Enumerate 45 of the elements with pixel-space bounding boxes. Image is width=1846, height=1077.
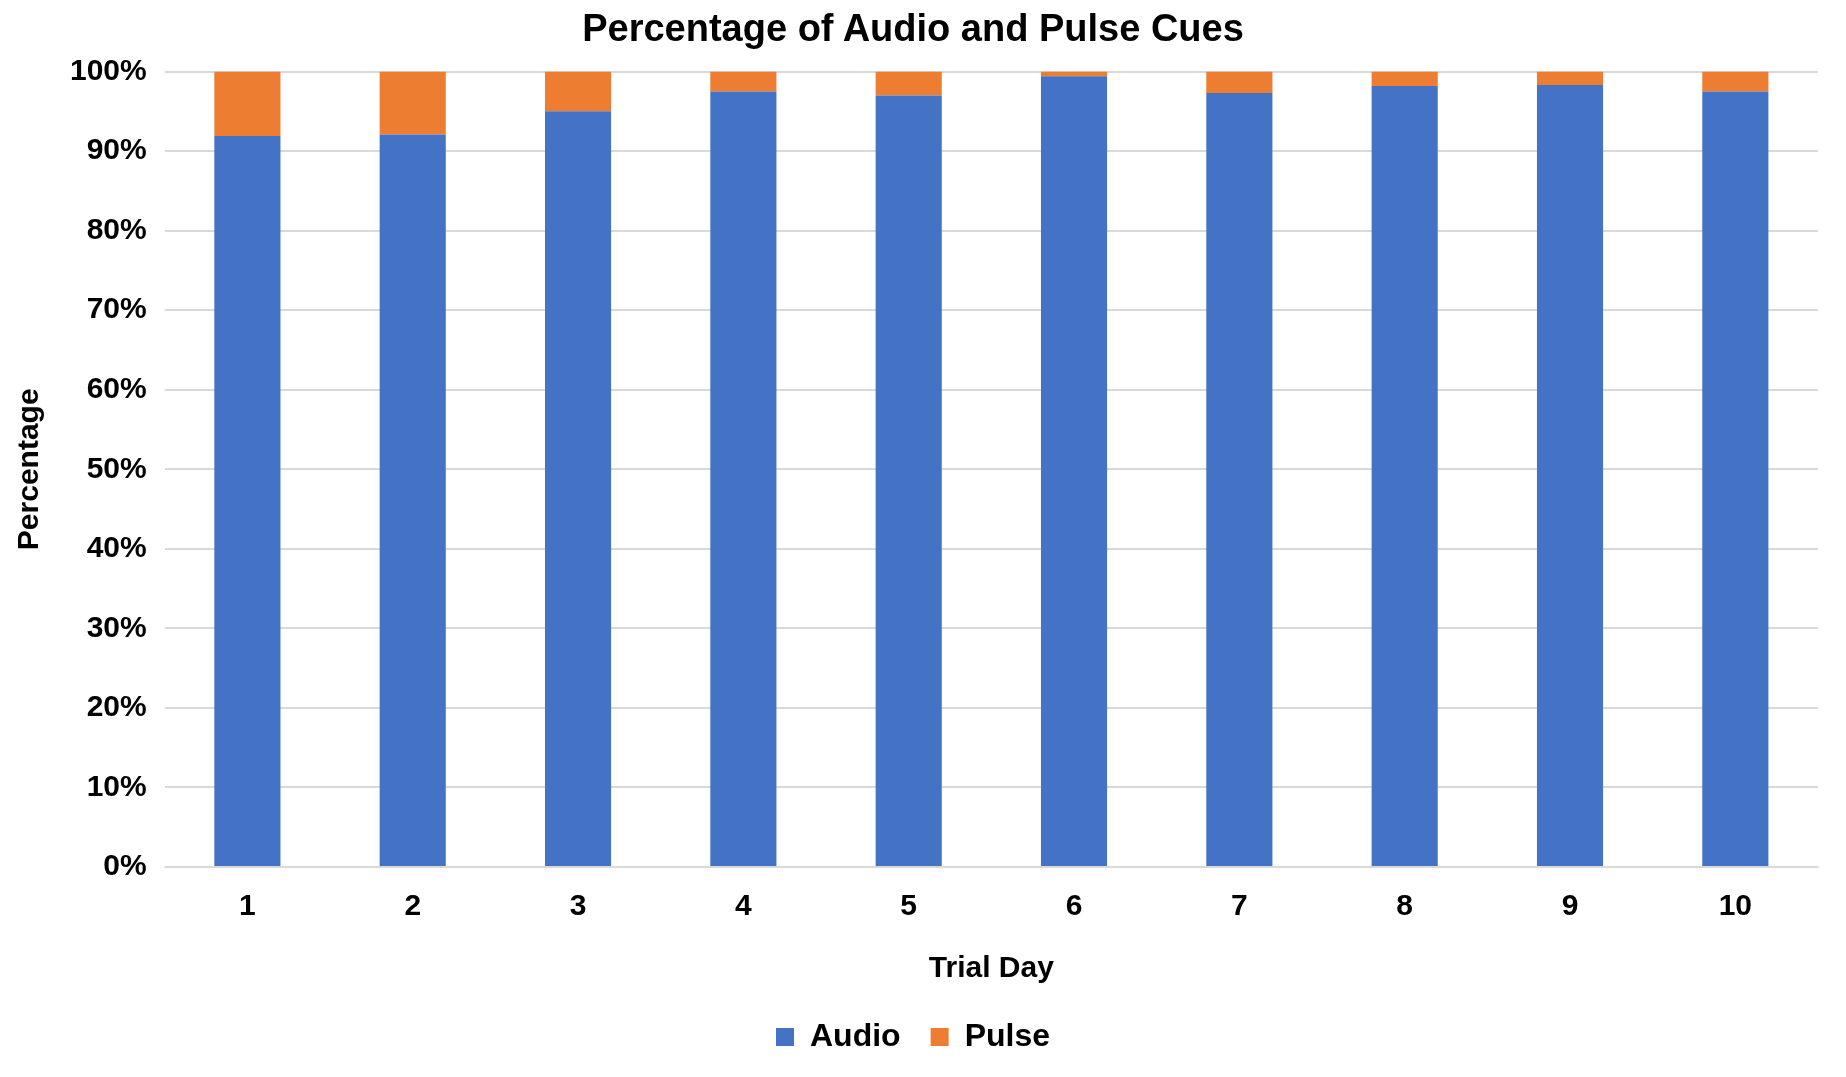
y-tick-label: 80% [86, 211, 147, 245]
legend-label: Pulse [964, 1016, 1051, 1053]
bar [710, 91, 777, 866]
y-tick-label: 100% [69, 52, 147, 86]
x-tick-label: 2 [404, 888, 422, 922]
bar [544, 71, 612, 112]
bar [1040, 76, 1108, 866]
y-tick-label: 40% [86, 530, 147, 564]
legend-label: Audio [809, 1016, 901, 1053]
bar [1702, 71, 1769, 92]
y-tick-label: 90% [86, 132, 147, 166]
bar [1206, 93, 1273, 866]
bar [1206, 71, 1273, 94]
bar [875, 95, 942, 866]
bar [1702, 91, 1769, 866]
bar [379, 134, 446, 866]
x-tick-label: 4 [735, 888, 753, 922]
bar [710, 71, 777, 92]
y-tick-label: 60% [86, 371, 147, 405]
y-tick-label: 70% [86, 291, 147, 325]
x-tick-label: 10 [1718, 888, 1753, 922]
bar [214, 71, 281, 137]
y-tick-label: 20% [86, 689, 147, 723]
y-axis-title: Percentage [11, 388, 45, 551]
x-tick-label: 6 [1065, 888, 1083, 922]
y-tick-label: 10% [86, 768, 147, 802]
y-tick-label: 30% [86, 609, 147, 643]
x-tick-label: 1 [239, 888, 256, 922]
bar [875, 71, 942, 96]
y-tick-label: 50% [86, 450, 147, 484]
x-tick-label: 9 [1561, 888, 1579, 922]
bar [214, 136, 281, 866]
y-tick-label: 0% [103, 848, 147, 882]
bar [544, 111, 612, 866]
x-tick-label: 8 [1396, 888, 1414, 922]
bar [1536, 85, 1604, 866]
x-tick-label: 3 [569, 888, 587, 922]
chart-title: Percentage of Audio and Pulse Cues [582, 7, 1244, 50]
bar [1371, 71, 1438, 86]
bar [1371, 85, 1438, 866]
x-tick-label: 7 [1231, 888, 1248, 922]
x-tick-label: 5 [900, 888, 918, 922]
x-axis-title: Trial Day [928, 950, 1055, 984]
bar [1536, 71, 1604, 86]
bar [379, 71, 446, 135]
